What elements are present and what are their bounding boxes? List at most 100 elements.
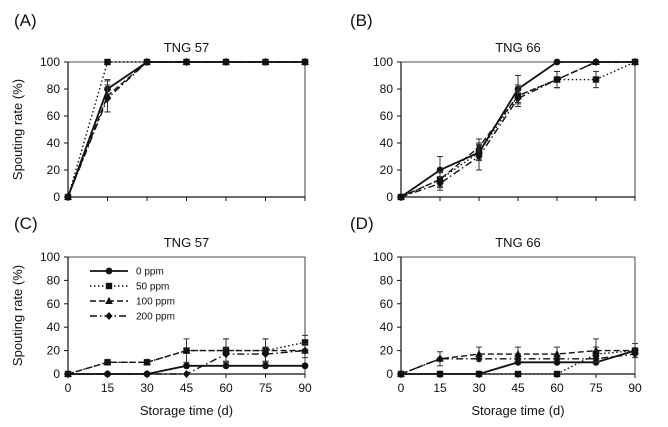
legend-marker	[105, 312, 113, 320]
y-tick-label: 20	[380, 163, 394, 177]
data-point	[631, 58, 639, 66]
series-line	[67, 61, 305, 198]
data-point	[436, 354, 444, 363]
data-point	[514, 349, 522, 358]
data-point	[104, 58, 111, 66]
x-tick-label: 45	[511, 381, 525, 395]
panel-letter: (A)	[14, 11, 37, 30]
series-line	[67, 61, 305, 198]
data-point	[553, 370, 561, 378]
series-200-ppm	[64, 58, 309, 201]
data-point	[514, 94, 522, 103]
x-tick-label: 0	[65, 381, 72, 395]
y-tick-label: 60	[380, 109, 394, 123]
x-tick-label: 90	[298, 381, 312, 395]
data-point	[103, 94, 112, 103]
data-point	[397, 193, 405, 201]
y-tick-label: 80	[47, 273, 61, 287]
y-tick-label: 100	[373, 55, 393, 69]
data-point	[514, 370, 522, 378]
x-tick-label: 15	[433, 381, 447, 395]
chart-panel-2: (B) TNG 66 0 20 40 60 80 100	[350, 11, 639, 204]
panel-letter: (B)	[350, 11, 373, 30]
x-axis-label: Storage time (d)	[140, 403, 233, 418]
legend-marker	[105, 282, 113, 290]
data-point	[222, 362, 230, 370]
data-point	[436, 179, 444, 188]
data-point	[103, 370, 112, 378]
legend-label: 100 ppm	[136, 297, 175, 308]
chart-panel-1: (A) TNG 57 0 20 40 60 80 100 Spouting rate (%)	[10, 11, 309, 204]
data-point	[261, 350, 270, 359]
data-point	[182, 58, 191, 66]
panel-title: TNG 66	[495, 40, 541, 55]
panel-title: TNG 57	[164, 40, 210, 55]
chart-panel-4: (D) TNG 66 0 20 40 60 80 100 0 15 30 45 60 75 90 Storag…	[350, 214, 642, 418]
data-point	[475, 152, 483, 161]
series-0-ppm	[64, 58, 309, 201]
data-point	[301, 362, 309, 370]
data-point	[143, 358, 151, 366]
series-100-ppm	[64, 57, 309, 200]
y-tick-label: 100	[40, 250, 60, 264]
data-point	[514, 354, 522, 363]
y-tick-label: 40	[47, 320, 61, 334]
data-point	[553, 75, 561, 84]
y-tick-label: 0	[386, 367, 393, 381]
panel-title: TNG 57	[164, 235, 210, 250]
series-200-ppm	[397, 350, 639, 378]
legend-marker	[105, 296, 113, 304]
data-point	[553, 58, 561, 66]
series-200-ppm	[397, 58, 639, 201]
y-axis-label: Spouting rate (%)	[10, 265, 25, 366]
data-point	[103, 358, 112, 366]
x-axis-label: Storage time (d)	[471, 403, 564, 418]
data-point	[262, 362, 269, 370]
legend-marker	[105, 267, 113, 275]
x-tick-label: 15	[101, 381, 115, 395]
data-point	[182, 370, 191, 378]
panel-letter: (D)	[350, 214, 374, 233]
series-200-ppm	[64, 343, 309, 378]
data-point	[475, 370, 483, 378]
data-point	[143, 58, 151, 66]
data-point	[301, 339, 309, 346]
data-point	[592, 76, 600, 83]
data-point	[631, 350, 639, 359]
y-tick-label: 20	[380, 344, 394, 358]
data-point	[222, 58, 230, 66]
x-tick-label: 30	[140, 381, 154, 395]
data-point	[592, 58, 600, 66]
y-tick-label: 20	[47, 344, 61, 358]
y-axis-label: Spouting rate (%)	[10, 79, 25, 180]
y-tick-label: 60	[47, 297, 61, 311]
data-point	[475, 349, 483, 358]
data-point	[261, 58, 270, 66]
data-point	[397, 370, 405, 378]
data-point	[592, 354, 600, 363]
y-tick-label: 40	[380, 320, 394, 334]
data-point	[475, 354, 483, 363]
y-tick-label: 40	[47, 136, 61, 150]
x-tick-label: 0	[398, 381, 405, 395]
data-point	[64, 193, 72, 201]
data-point	[301, 346, 309, 355]
y-tick-label: 0	[53, 190, 60, 204]
data-point	[301, 58, 309, 66]
data-point	[143, 370, 151, 378]
x-tick-label: 75	[259, 381, 273, 395]
y-tick-label: 0	[53, 367, 60, 381]
x-tick-label: 75	[589, 381, 603, 395]
y-tick-label: 20	[47, 163, 61, 177]
x-tick-label: 60	[219, 381, 233, 395]
data-point	[631, 346, 639, 354]
legend-label: 200 ppm	[136, 312, 175, 323]
panel-title: TNG 66	[495, 235, 541, 250]
panel-letter: (C)	[14, 214, 38, 233]
y-tick-label: 40	[380, 136, 394, 150]
legend-label: 0 ppm	[136, 267, 164, 278]
series-50-ppm	[64, 58, 309, 201]
x-tick-label: 30	[472, 381, 486, 395]
legend-label: 50 ppm	[136, 282, 169, 293]
